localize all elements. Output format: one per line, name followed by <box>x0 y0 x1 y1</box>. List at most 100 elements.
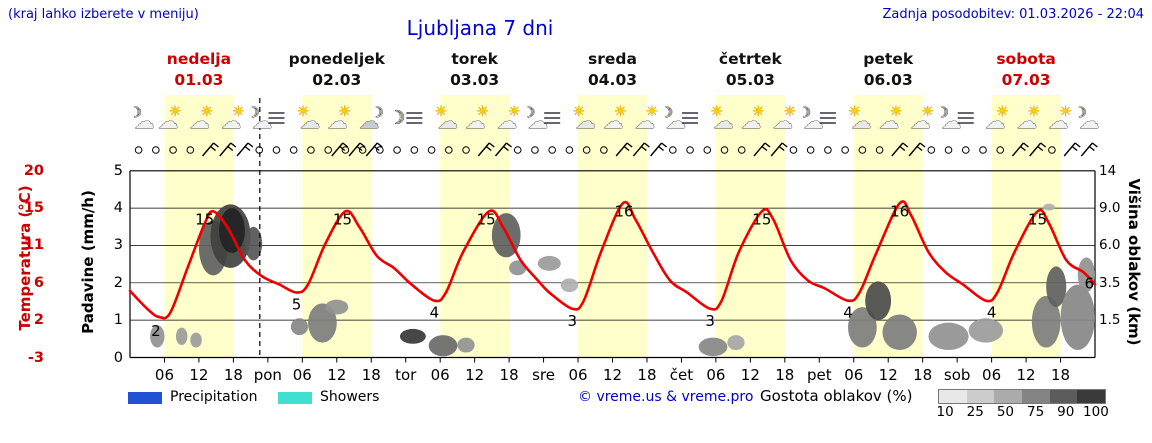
time-label-12: 12 <box>189 366 209 384</box>
sun-cloud-icon: ☀☁ <box>603 104 627 134</box>
svg-text:☁: ☁ <box>252 109 272 133</box>
axis-tick-value: 4 <box>113 200 123 217</box>
time-label-12: 12 <box>878 366 898 384</box>
day-header-ponedeljek: ponedeljek 02.03 <box>268 50 406 89</box>
cloud-blob <box>698 337 728 357</box>
axis-tick-value: 5 <box>113 162 123 179</box>
svg-text:☽: ☽ <box>389 108 405 129</box>
temperature-value-label: 15 <box>195 210 214 228</box>
fog-icon <box>682 112 699 124</box>
svg-text:☁: ☁ <box>635 109 655 133</box>
cloud-sun-icon: ☀☁ <box>848 104 872 134</box>
fog-icon <box>268 112 285 124</box>
svg-text:☽: ☽ <box>371 105 384 121</box>
svg-text:☀: ☀ <box>572 104 585 120</box>
sun-cloud-icon: ☀☁ <box>772 104 797 134</box>
time-label-12: 12 <box>327 366 347 384</box>
svg-text:☽: ☽ <box>129 105 142 121</box>
calm-wind-icon <box>961 146 970 154</box>
svg-text:☀: ☀ <box>338 104 351 120</box>
day-headers: nedelja 01.03 ponedeljek 02.03 torek 03.03 sre… <box>130 50 1095 89</box>
svg-text:☀: ☀ <box>784 104 797 120</box>
time-label-čet: čet <box>669 366 694 384</box>
cloud-blob <box>882 314 917 351</box>
cloud-density-tick-values: 10 25 50 75 90 100 <box>930 404 1111 420</box>
cloud-blob <box>1060 284 1095 351</box>
sun-cloud-icon: ☀☁ <box>985 104 1009 134</box>
svg-text:☽: ☽ <box>661 105 674 121</box>
time-label-sob: sob <box>943 366 971 384</box>
wind-barb-icon <box>219 142 237 157</box>
wind-barb-icon <box>1029 142 1047 157</box>
density-tick-value: 25 <box>966 404 984 420</box>
svg-text:☁: ☁ <box>158 109 178 133</box>
cloud-blob <box>325 299 349 315</box>
calm-wind-icon <box>444 146 453 154</box>
temperature-value-label: 6 <box>1084 274 1094 292</box>
calm-wind-icon <box>341 146 350 154</box>
day-date: 07.03 <box>1001 71 1051 89</box>
svg-text:☁: ☁ <box>911 109 931 133</box>
temperature-curve <box>128 200 1097 320</box>
sun-cloud-icon: ☀☁ <box>741 104 765 134</box>
calm-wind-icon <box>513 146 522 154</box>
wind-barb-icon <box>494 142 512 157</box>
cloud-sun-icon: ☀☁ <box>710 104 734 134</box>
showers-legend-label: Showers <box>320 389 380 405</box>
wind-barb-icon <box>1063 142 1081 157</box>
calm-wind-icon <box>427 146 436 154</box>
wind-barb-icon <box>365 142 383 157</box>
svg-text:☁: ☁ <box>741 109 761 133</box>
calm-wind-icon <box>376 146 384 154</box>
calm-wind-icon <box>737 146 746 154</box>
day-date: 05.03 <box>725 71 775 89</box>
cloud-density-legend-label: Gostota oblakov (%) <box>760 387 913 405</box>
cloud-blob <box>175 327 188 346</box>
moon-cloud-icon: ☽☁ <box>660 105 686 134</box>
sun-cloud-icon: ☀☁ <box>1048 104 1072 134</box>
calm-wind-icon <box>186 146 195 154</box>
time-label-18: 18 <box>775 366 795 384</box>
copyright-link[interactable]: © vreme.us & vreme.pro <box>578 389 754 405</box>
calm-wind-icon <box>927 146 936 154</box>
svg-text:☁: ☁ <box>1017 109 1037 133</box>
temperature-value-label: 4 <box>843 304 853 322</box>
cloud-blob <box>848 307 877 348</box>
day-header-nedelja: nedelja 01.03 <box>130 50 268 89</box>
cloud-blob <box>399 328 426 344</box>
page-title: Ljubljana 7 dni <box>406 16 554 40</box>
calm-wind-icon <box>548 146 556 154</box>
svg-text:☀: ☀ <box>890 104 903 120</box>
svg-text:☀: ☀ <box>848 104 861 120</box>
day-name: četrtek <box>718 50 782 68</box>
cloud-blob <box>308 303 337 343</box>
calm-wind-icon <box>565 146 574 154</box>
density-swatch <box>1077 390 1106 403</box>
moon-cloud-icon: ☽☁ <box>129 105 155 134</box>
day-name: petek <box>863 50 914 68</box>
calm-wind-icon <box>789 146 798 154</box>
svg-text:☁: ☁ <box>134 109 154 133</box>
calm-wind-icon <box>824 146 832 154</box>
calm-wind-icon <box>686 146 694 154</box>
svg-text:☀: ☀ <box>614 104 627 120</box>
svg-text:☀: ☀ <box>921 104 934 120</box>
svg-text:☁: ☁ <box>1049 109 1069 133</box>
svg-text:☀: ☀ <box>1028 104 1041 120</box>
temperature-value-label: 2 <box>151 322 161 340</box>
calm-wind-icon <box>307 146 315 154</box>
sun-cloud-icon: ☀☁ <box>158 104 182 134</box>
time-label-06: 06 <box>844 366 864 384</box>
cloud-moon-icon: ☽☁ <box>359 105 384 134</box>
time-label-06: 06 <box>706 366 726 384</box>
svg-text:☀: ☀ <box>476 104 489 120</box>
temperature-value-label: 5 <box>292 296 302 314</box>
svg-text:☁: ☁ <box>528 109 548 133</box>
cloud-blob <box>968 318 1004 343</box>
sun-cloud-icon: ☀☁ <box>879 104 903 134</box>
density-swatch <box>966 390 995 403</box>
axis-tick-value: 2 <box>33 312 44 329</box>
wind-barb-icon <box>477 142 495 157</box>
day-header-sreda: sreda 04.03 <box>544 50 682 89</box>
